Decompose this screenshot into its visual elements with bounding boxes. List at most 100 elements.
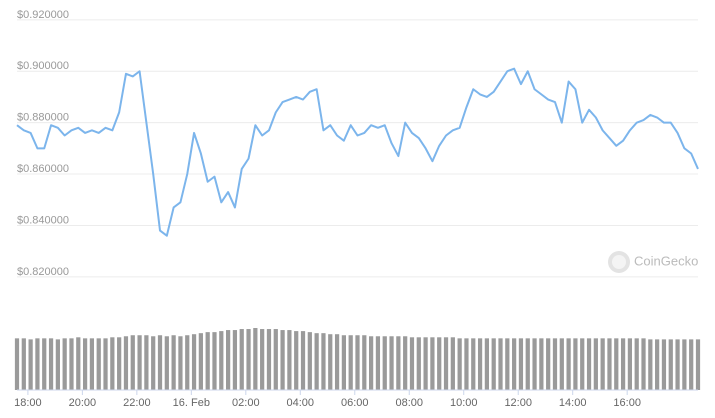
volume-bar [266, 329, 272, 390]
volume-bar [689, 339, 694, 390]
volume-bar [69, 338, 74, 390]
volume-bar [273, 329, 278, 390]
volume-bar [341, 335, 346, 390]
volume-bar [437, 337, 442, 390]
volume-bar [450, 337, 455, 390]
watermark-logo-inner [612, 255, 626, 269]
volume-bar [525, 338, 530, 390]
volume-bar [82, 338, 88, 390]
volume-bar [246, 329, 251, 390]
volume-bar [484, 338, 490, 390]
volume-bar [185, 335, 190, 390]
volume-bar [21, 338, 26, 390]
volume-bar [62, 338, 67, 390]
volume-bar [464, 338, 469, 390]
volume-bar [328, 334, 333, 390]
y-tick-label: $0.860000 [17, 163, 69, 175]
volume-bar [89, 338, 95, 390]
volume-bar [661, 339, 667, 390]
x-tick-label: 16. Feb [173, 397, 210, 409]
volume-bar [443, 337, 449, 390]
volume-bar [212, 332, 217, 390]
volume-bar [253, 328, 258, 390]
volume-bar [620, 338, 626, 390]
price-line [16, 67, 699, 237]
volume-bar [369, 336, 374, 390]
volume-bar [14, 338, 20, 390]
volume-bar [123, 336, 129, 390]
volume-bar [668, 339, 673, 390]
volume-bar [655, 339, 660, 390]
volume-bar [110, 337, 115, 390]
volume-bar [518, 338, 524, 390]
volume-bar [171, 335, 176, 390]
watermark-text: CoinGecko [634, 253, 698, 268]
volume-bar [55, 339, 60, 390]
volume-bar [300, 331, 306, 390]
volume-bar [225, 330, 231, 390]
volume-bar [178, 336, 183, 390]
x-tick-label: 10:00 [450, 397, 478, 409]
volume-bar [409, 337, 415, 390]
volume-bar [232, 330, 238, 390]
volume-bar [430, 337, 435, 390]
volume-bar [627, 338, 633, 390]
volume-bar [307, 332, 312, 390]
volume-bar [28, 339, 33, 390]
volume-bar [355, 335, 360, 390]
volume-bar [546, 338, 551, 390]
x-tick-label: 02:00 [232, 397, 260, 409]
volume-bar [382, 336, 387, 390]
volume-bar [614, 338, 619, 390]
volume-bar [130, 335, 135, 390]
volume-bar [403, 336, 408, 390]
y-tick-label: $0.920000 [17, 9, 69, 21]
y-tick-label: $0.840000 [17, 214, 69, 226]
volume-bar [593, 338, 598, 390]
volume-bar [477, 338, 483, 390]
volume-bar [144, 335, 149, 390]
x-tick-label: 16:00 [613, 397, 641, 409]
volume-bar [48, 338, 54, 390]
x-tick-label: 08:00 [395, 397, 423, 409]
volume-bar [348, 335, 353, 390]
volume-bar [151, 336, 156, 390]
x-tick-label: 04:00 [287, 397, 315, 409]
volume-bar [314, 333, 319, 390]
x-tick-label: 12:00 [504, 397, 532, 409]
volume-bar [362, 335, 367, 390]
volume-bar [137, 335, 142, 390]
volume-bar [396, 336, 401, 390]
volume-bar [42, 338, 47, 390]
volume-bar [280, 330, 285, 390]
volume-bar [512, 338, 517, 390]
volume-bar [607, 338, 612, 390]
volume-bar [260, 329, 265, 390]
volume-bar [205, 332, 210, 390]
volume-bar [35, 338, 40, 390]
volume-bar [586, 338, 592, 390]
volume-bar [600, 338, 605, 390]
volume-bar [641, 338, 646, 390]
x-tick-label: 18:00 [14, 397, 42, 409]
watermark: CoinGecko [608, 251, 698, 273]
y-tick-label: $0.820000 [17, 266, 69, 278]
volume-bar [76, 337, 81, 390]
volume-bar [491, 338, 496, 390]
x-tick-label: 06:00 [341, 397, 369, 409]
volume-bar [634, 338, 639, 390]
volume-bar [423, 337, 428, 390]
volume-bar [675, 339, 680, 390]
volume-bar [682, 339, 687, 390]
volume-bar [505, 338, 510, 390]
volume-bar [375, 336, 381, 390]
volume-bar [239, 329, 244, 390]
volume-bar [198, 333, 203, 390]
volume-bar [532, 338, 537, 390]
x-tick-label: 22:00 [123, 397, 151, 409]
volume-bar [566, 338, 571, 390]
volume-bar [287, 330, 292, 390]
volume-bar [103, 338, 108, 390]
volume-bar [321, 333, 326, 390]
